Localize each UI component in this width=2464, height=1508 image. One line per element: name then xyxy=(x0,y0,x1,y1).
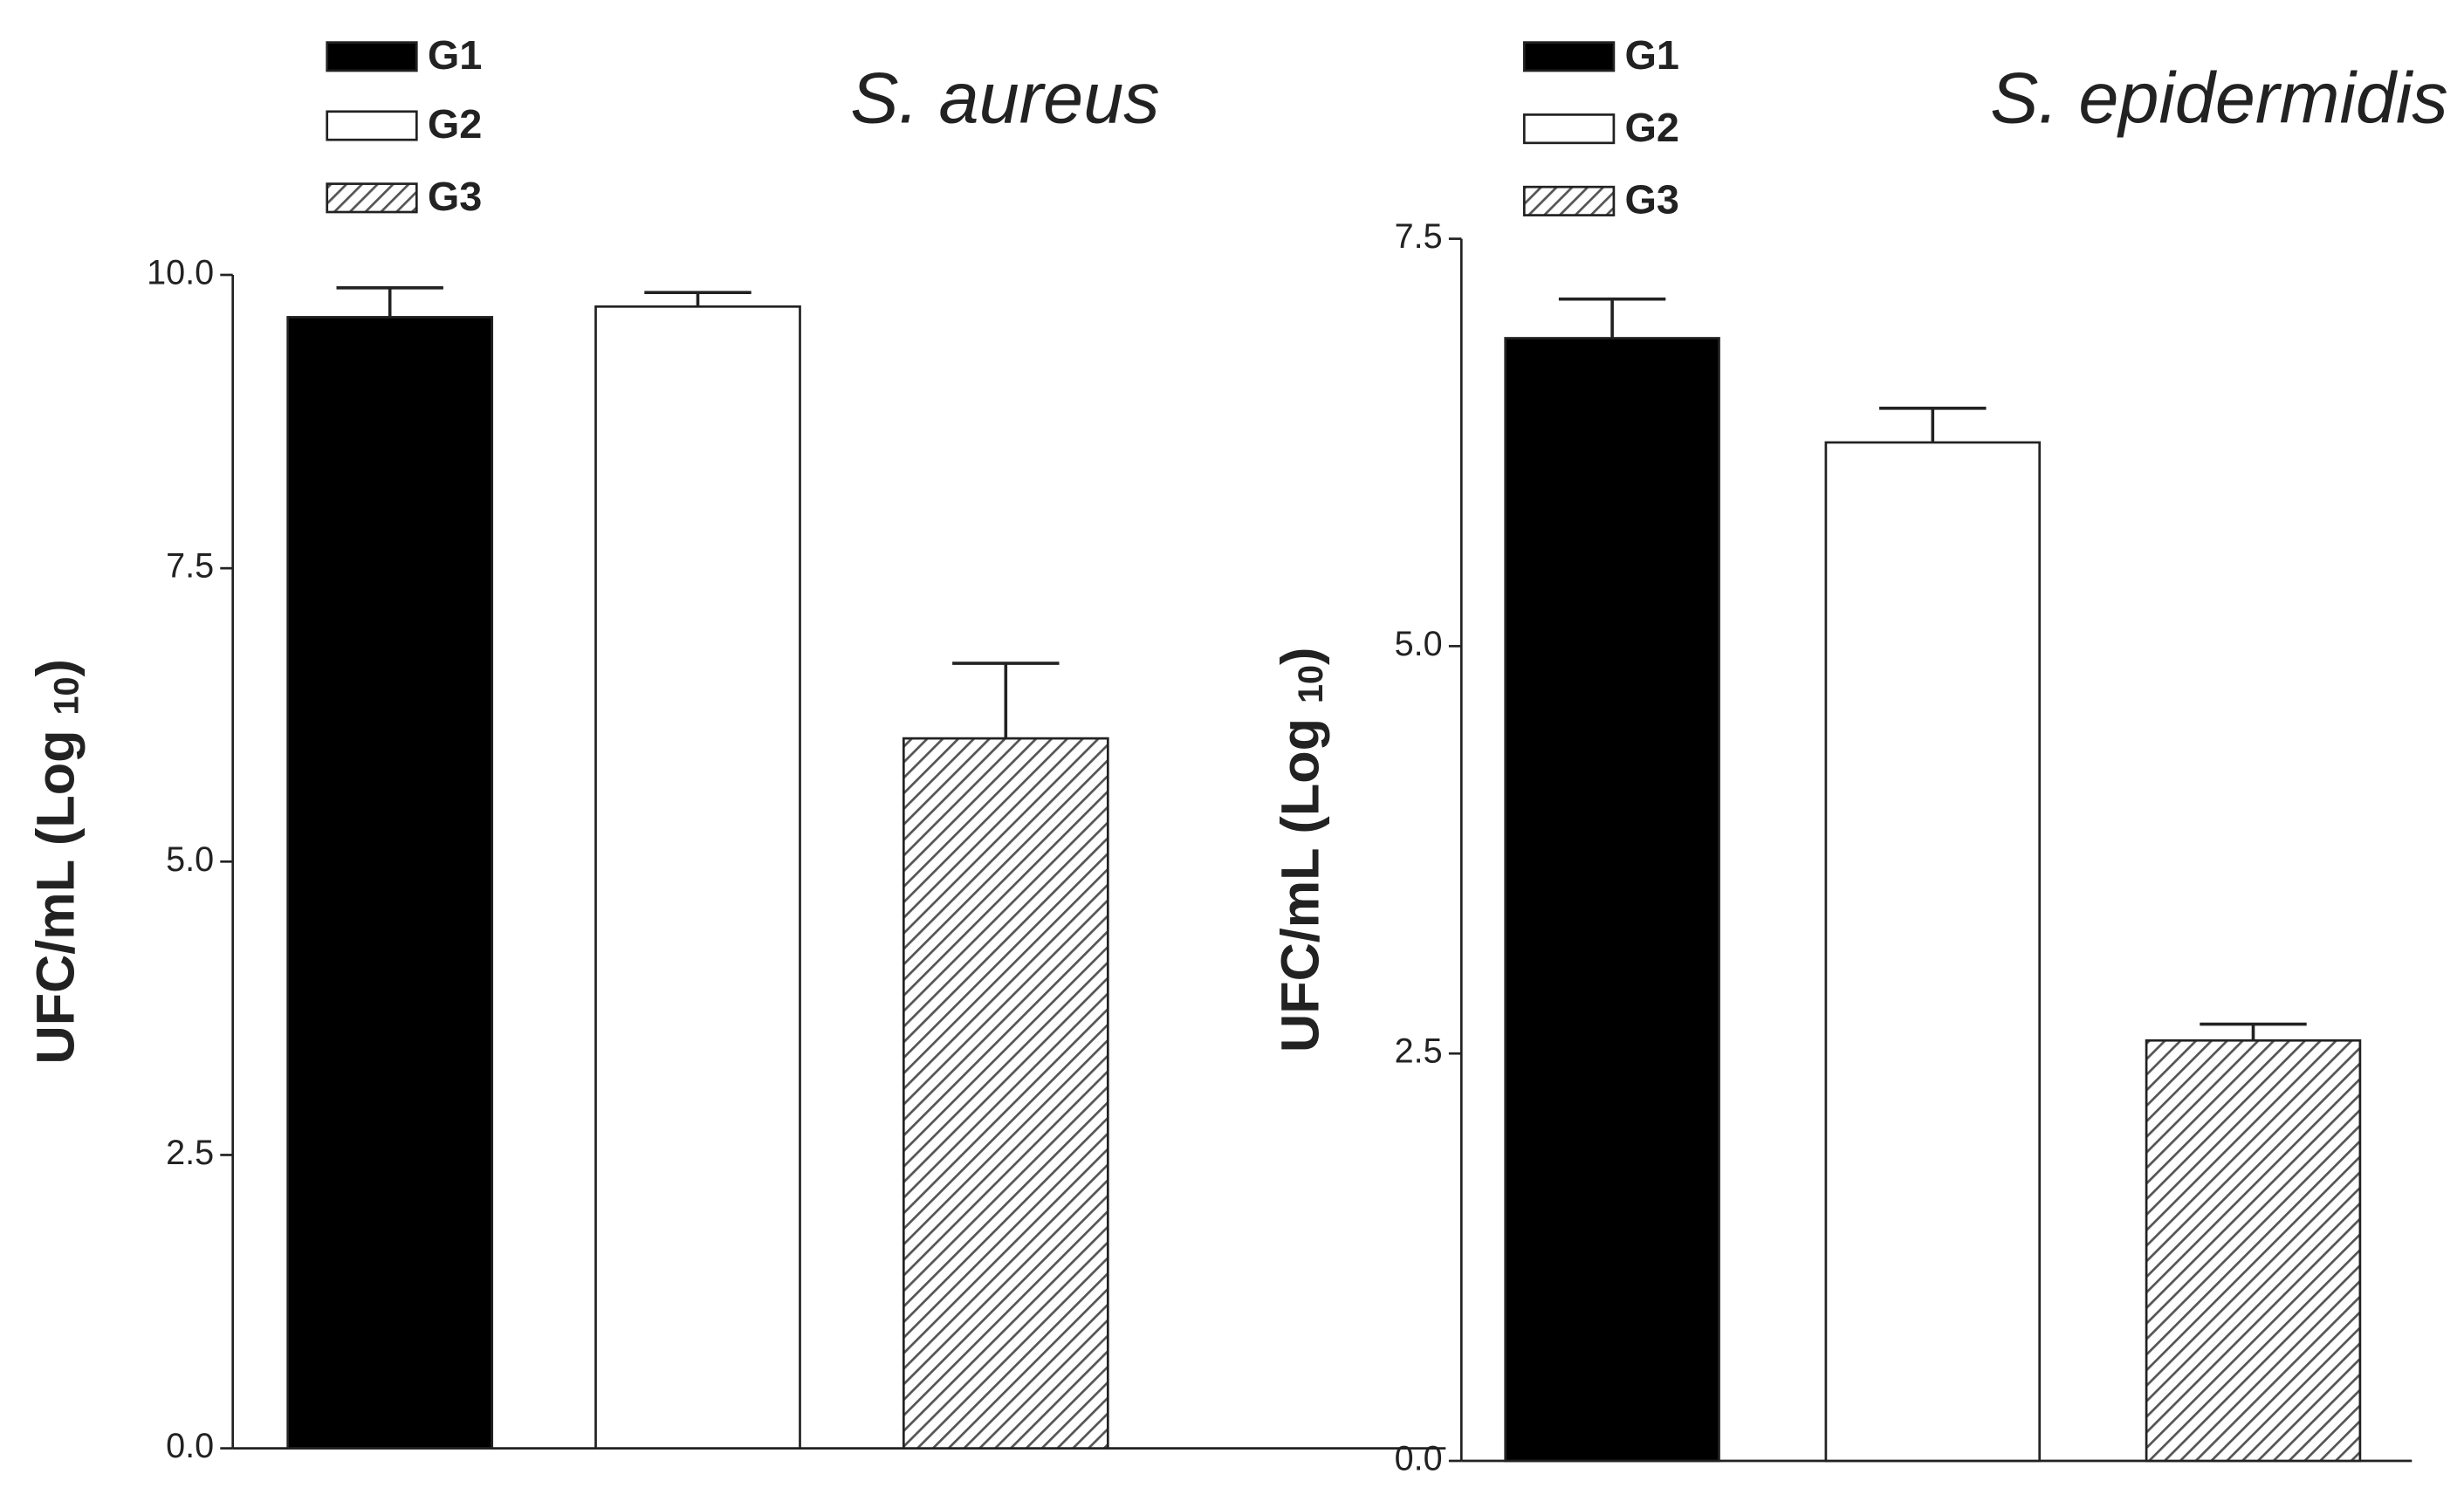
y-tick-label: 2.5 xyxy=(1395,1032,1443,1071)
y-axis-label-part: ) xyxy=(26,659,86,676)
legend-swatch xyxy=(1522,185,1616,216)
y-axis-label-part: UFC/mL (Log xyxy=(26,716,86,1065)
y-tick-label: 10.0 xyxy=(147,253,214,291)
legend-label: G3 xyxy=(1625,177,1679,223)
legend-label: G3 xyxy=(428,174,482,219)
bar xyxy=(902,737,1109,1450)
y-tick-label: 0.0 xyxy=(1395,1439,1443,1477)
y-axis-label-part: UFC/mL (Log xyxy=(1270,703,1329,1052)
y-axis-label-part: 10 xyxy=(1293,665,1331,703)
y-axis-label-part: 10 xyxy=(48,677,86,716)
y-axis-label-part: ) xyxy=(1270,648,1329,665)
y-tick-label: 2.5 xyxy=(166,1134,214,1172)
y-tick-label: 0.0 xyxy=(166,1427,214,1465)
y-tick-label: 5.0 xyxy=(166,840,214,879)
legend-swatch xyxy=(326,182,418,214)
chart-title: S. epidermidis xyxy=(1990,58,2448,139)
y-axis-label: UFC/mL (Log 10) xyxy=(1270,648,1330,1052)
bar xyxy=(594,305,801,1450)
legend-swatch xyxy=(1522,113,1616,145)
legend-swatch xyxy=(1522,41,1616,72)
y-axis-label: UFC/mL (Log 10) xyxy=(26,659,86,1064)
bar xyxy=(2145,1038,2362,1463)
y-tick-label: 7.5 xyxy=(166,547,214,586)
legend-label: G2 xyxy=(428,101,482,147)
bar xyxy=(1504,337,1720,1463)
legend-swatch xyxy=(326,110,418,141)
chart-title: S. aureus xyxy=(850,58,1159,139)
legend-label: G2 xyxy=(1625,105,1679,150)
y-tick-label: 7.5 xyxy=(1395,217,1443,256)
y-tick-label: 5.0 xyxy=(1395,625,1443,663)
legend-label: G1 xyxy=(1625,32,1679,78)
legend-label: G1 xyxy=(428,32,482,78)
bar xyxy=(286,316,494,1450)
legend-swatch xyxy=(326,41,418,72)
bar xyxy=(1824,441,2042,1463)
